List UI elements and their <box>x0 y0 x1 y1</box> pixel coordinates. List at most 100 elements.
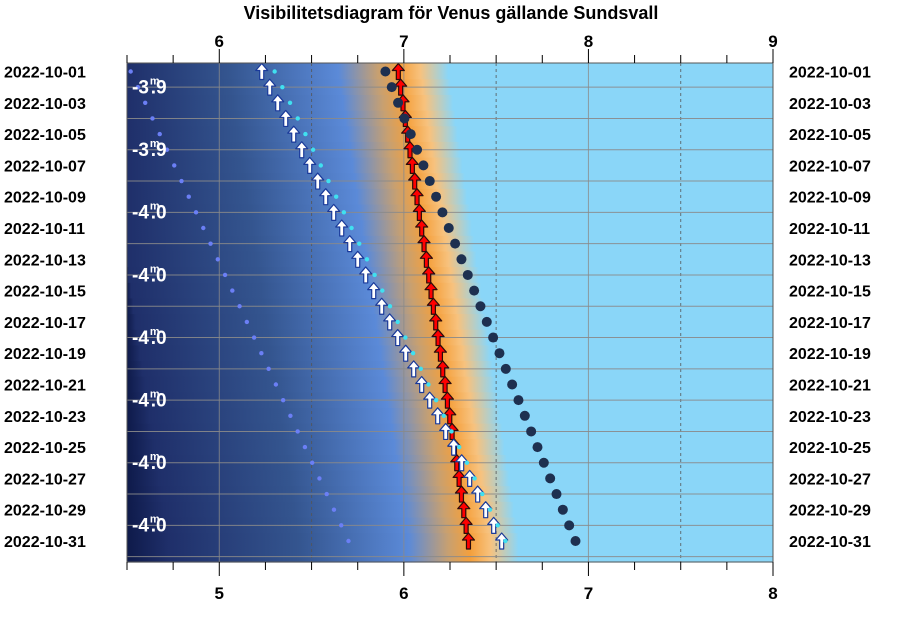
dark-dot-marker <box>551 489 562 500</box>
sky-strip <box>127 314 773 331</box>
date-label-left: 2022-10-03 <box>4 96 86 113</box>
blue-dot-marker <box>135 84 141 90</box>
arrow-marker <box>311 172 325 190</box>
dark-dot-marker <box>475 301 486 312</box>
blue-dot-marker <box>208 241 213 246</box>
arrow-marker <box>419 250 433 268</box>
blue-dot-marker <box>288 413 293 418</box>
dark-dot-marker <box>532 442 543 453</box>
blue-dot-marker <box>302 444 308 450</box>
arrow-marker <box>327 203 341 221</box>
arrow-marker <box>426 297 440 315</box>
arrow-marker <box>459 516 473 534</box>
date-label-right: 2022-10-19 <box>789 346 871 363</box>
dark-dot-marker <box>462 269 473 280</box>
dark-dot-marker <box>519 410 530 421</box>
blue-dot-marker <box>331 507 337 512</box>
dark-dot-marker <box>557 504 568 515</box>
axes: 6 7 8 9 5 6 7 8 2022-10-01 2022-10-01 2022-10-03 20… <box>4 32 871 603</box>
blue-dot-marker <box>295 429 300 434</box>
arrow-marker <box>287 125 301 143</box>
series-white-arrow <box>255 62 509 550</box>
arrow-marker <box>408 172 422 190</box>
arrow-marker <box>359 266 373 284</box>
cyan-dot-marker <box>287 100 293 106</box>
cyan-dot-marker <box>403 335 408 340</box>
cyan-dot-marker <box>418 366 423 372</box>
arrow-marker <box>431 328 445 347</box>
magnitude-label: -4m.0 <box>132 451 167 474</box>
cyan-dot-marker <box>318 163 323 168</box>
arrow-marker <box>417 235 431 253</box>
sky-strip <box>127 126 773 143</box>
date-label-right: 2022-10-01 <box>789 65 871 82</box>
blue-dot-marker <box>128 69 133 74</box>
dark-dot-marker <box>412 144 423 155</box>
arrow-marker <box>454 485 469 503</box>
blue-dot-marker <box>230 288 235 293</box>
dark-dot-marker <box>507 379 518 390</box>
top-tick-label: 8 <box>584 32 593 51</box>
series <box>128 62 581 550</box>
cyan-dot-marker <box>457 444 462 450</box>
arrow-marker <box>255 62 269 81</box>
top-tick-label: 7 <box>399 32 408 51</box>
date-label-left: 2022-10-13 <box>4 252 86 269</box>
date-label-right: 2022-10-09 <box>789 190 871 207</box>
cyan-dot-marker <box>272 69 277 74</box>
blue-dot-marker <box>259 351 264 356</box>
blue-dot-marker <box>143 100 148 106</box>
arrow-marker <box>415 219 429 237</box>
cyan-dot-marker <box>487 507 493 512</box>
arrow-marker <box>399 344 413 362</box>
arrow-marker <box>383 313 397 331</box>
arrow-marker <box>410 188 424 206</box>
date-label-right: 2022-10-31 <box>789 534 871 551</box>
blue-dot-marker <box>309 460 315 465</box>
date-label-right: 2022-10-29 <box>789 503 871 520</box>
cyan-dot-marker <box>372 272 377 278</box>
date-label-right: 2022-10-03 <box>789 96 871 113</box>
blue-dot-marker <box>172 163 177 168</box>
cyan-dot-marker <box>464 460 470 465</box>
arrow-marker <box>303 156 317 174</box>
blue-dot-marker <box>317 476 322 481</box>
cyan-dot-marker <box>295 116 300 121</box>
cyan-dot-marker <box>472 476 477 481</box>
dark-dot-marker <box>488 332 499 343</box>
dark-dot-marker <box>513 395 524 406</box>
arrow-marker <box>279 109 293 128</box>
dark-dot-marker <box>399 113 410 124</box>
cyan-dot-marker <box>349 225 354 231</box>
dark-dot-marker <box>481 316 492 327</box>
sky-strip <box>127 188 773 206</box>
magnitude-label: -4m.0 <box>132 514 167 537</box>
cyan-dot-marker <box>326 178 331 184</box>
date-label-right: 2022-10-23 <box>789 409 871 426</box>
sky-strip <box>127 376 773 393</box>
blue-dot-marker <box>193 210 199 215</box>
dark-dot-marker <box>437 207 448 218</box>
cyan-dot-marker <box>395 319 400 325</box>
blue-dot-marker <box>186 194 191 199</box>
dark-dot-marker <box>386 82 397 93</box>
dark-dot-marker <box>538 457 549 468</box>
cyan-dot-marker <box>280 84 285 90</box>
date-label-right: 2022-10-25 <box>789 440 871 457</box>
cyan-dot-marker <box>310 147 316 152</box>
magnitude-labels: -3m.9 -3m.9 -4m.0 -4m.0 -4m.0 -4m.0 -4m.0 -4m.0 <box>132 76 167 537</box>
arrow-marker <box>295 141 309 159</box>
arrow-marker <box>343 235 357 253</box>
sky-strip <box>127 470 773 487</box>
blue-dot-marker <box>251 335 257 340</box>
blue-dot-marker <box>215 257 221 262</box>
magnitude-label: -4m.0 <box>132 201 167 224</box>
arrow-marker <box>438 375 452 394</box>
cyan-dot-marker <box>333 194 339 199</box>
arrow-marker <box>412 203 426 221</box>
date-label-left: 2022-10-15 <box>4 284 86 301</box>
blue-dot-marker <box>346 538 351 544</box>
sky-strip <box>127 282 773 300</box>
arrow-marker <box>367 282 381 300</box>
